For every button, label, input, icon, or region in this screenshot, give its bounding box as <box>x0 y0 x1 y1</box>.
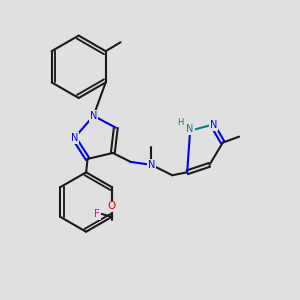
Text: F: F <box>94 209 100 219</box>
Text: O: O <box>108 202 116 212</box>
Text: N: N <box>148 160 155 170</box>
Text: N: N <box>70 133 78 143</box>
Text: N: N <box>90 111 97 121</box>
Text: N: N <box>210 120 218 130</box>
Text: H: H <box>177 118 184 127</box>
Text: N: N <box>186 124 194 134</box>
